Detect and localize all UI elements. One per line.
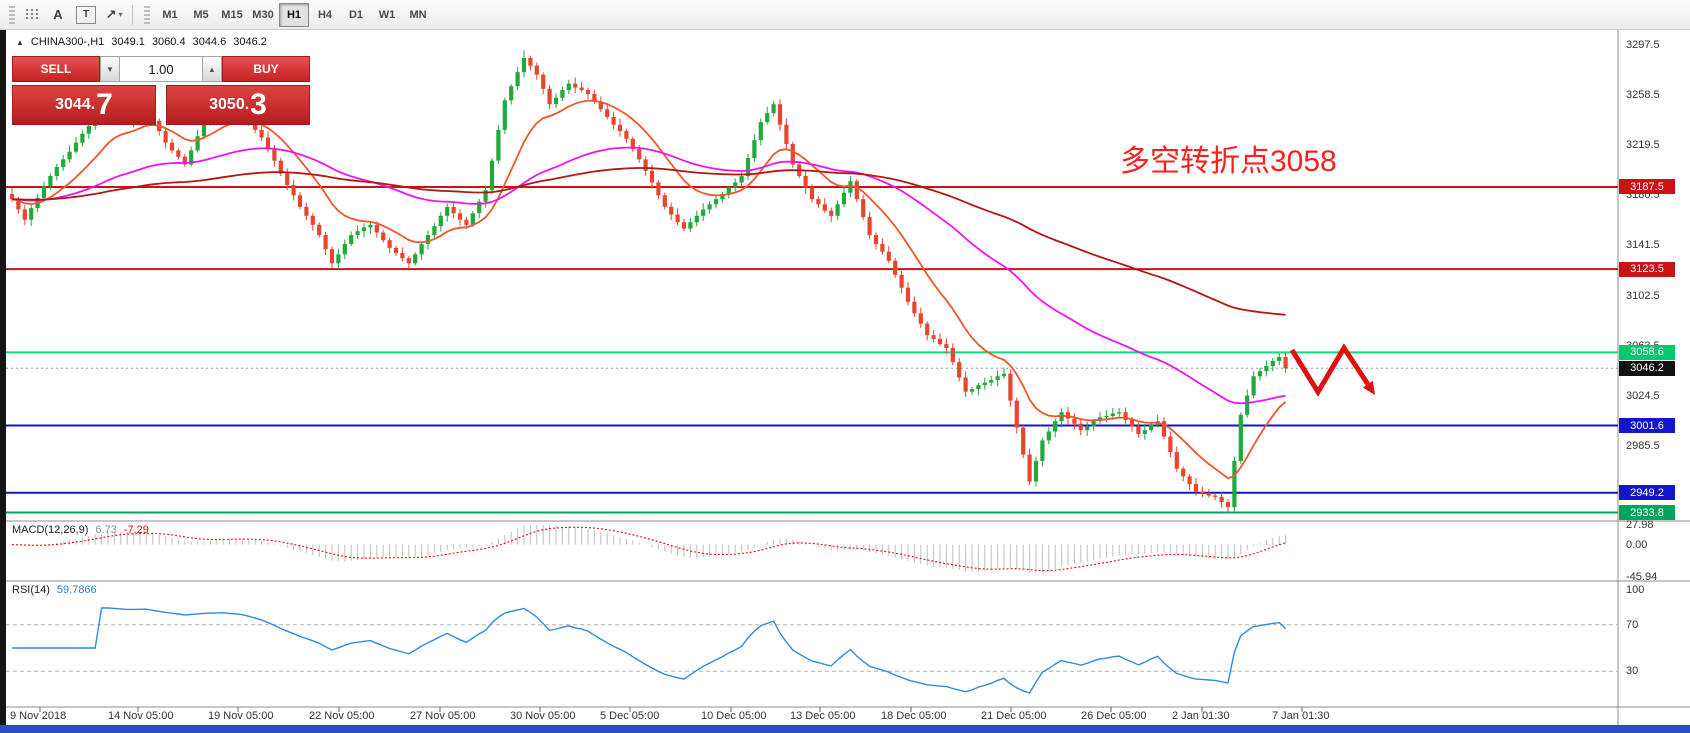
ohlc-high: 3060.4	[151, 36, 186, 48]
macd-indicator-label: MACD(12,26,9) 6.73 -7.29	[12, 524, 149, 536]
rsi-value: 59.7866	[56, 584, 97, 596]
drawing-tools-group: A T ↗ ▾	[20, 3, 126, 27]
text-annotation-tool-icon[interactable]: A	[53, 7, 63, 22]
time-axis-label: 19 Nov 05:00	[208, 710, 274, 722]
toolbar-separator	[132, 4, 133, 25]
time-axis-label: 9 Nov 2018	[10, 710, 67, 722]
symbol-ohlc-info: ▲ CHINA300-,H1 3049.1 3060.4 3044.6 3046…	[16, 36, 267, 48]
price-badge-2949.2[interactable]: 2949.2	[1619, 485, 1675, 501]
timeframe-button-H1[interactable]: H1	[279, 2, 309, 27]
price-tick-label: 3219.5	[1626, 139, 1660, 152]
bid-price-big-digit: 7	[96, 88, 113, 121]
price-badge-3187.5[interactable]: 3187.5	[1619, 179, 1675, 195]
toolbar-grip-handle[interactable]	[144, 5, 150, 24]
macd-axis-label: -45.94	[1626, 571, 1658, 583]
timeframe-button-D1[interactable]: D1	[348, 8, 364, 21]
bid-price-display[interactable]: 3044. 7	[12, 85, 156, 125]
dropdown-caret-icon: ▾	[118, 10, 123, 19]
time-axis-ticks	[39, 707, 1303, 712]
dots-grid-glyph	[25, 8, 38, 20]
ask-price-main: 3050.	[209, 96, 250, 113]
time-axis-label: 5 Dec 05:00	[600, 710, 660, 722]
price-badge-3001.6[interactable]: 3001.6	[1619, 418, 1675, 434]
timeframe-button-M5[interactable]: M5	[193, 8, 209, 21]
trend-arrow-drawing[interactable]	[1289, 343, 1375, 397]
time-axis-label: 13 Dec 05:00	[790, 710, 856, 722]
rsi-axis-label: 30	[1626, 665, 1639, 678]
price-tick-label: 3102.5	[1626, 289, 1660, 302]
price-axis-column[interactable]: 3297.53258.53219.53180.53141.53102.53063…	[1618, 30, 1690, 725]
symbol-name: CHINA300-,H1	[30, 36, 105, 48]
timeframe-button-M1[interactable]: M1	[162, 8, 178, 21]
rsi-indicator-label: RSI(14) 59.7866	[12, 584, 97, 596]
price-tick-label: 2985.5	[1626, 439, 1660, 452]
time-axis-label: 21 Dec 05:00	[981, 710, 1047, 722]
macd-value-2: -7.29	[123, 524, 149, 536]
price-badge-3046.2[interactable]: 3046.2	[1619, 360, 1675, 376]
macd-value-1: 6.73	[95, 524, 117, 536]
time-axis-label: 26 Dec 05:00	[1081, 710, 1147, 722]
time-axis-label: 2 Jan 01:30	[1172, 710, 1230, 722]
timeframe-button-M30[interactable]: M30	[252, 8, 274, 21]
rsi-axis-label: 70	[1626, 618, 1639, 631]
text-label-tool-icon[interactable]: T	[76, 5, 96, 24]
macd-axis-label: 27.98	[1626, 519, 1654, 531]
timeframe-button-W1[interactable]: W1	[378, 8, 396, 21]
macd-axis-label: 0.00	[1626, 538, 1648, 551]
price-badge-3058.6[interactable]: 3058.6	[1619, 344, 1675, 360]
rsi-axis-label: 100	[1626, 584, 1645, 596]
one-click-trading-panel: SELL ▼ 1.00 ▲ BUY 3044. 7 3050. 3	[12, 56, 310, 125]
ohlc-low: 3044.6	[192, 36, 227, 48]
time-axis-label: 30 Nov 05:00	[510, 710, 576, 722]
arrow-shapes-tool-icon[interactable]: ↗ ▾	[105, 6, 123, 22]
ohlc-open: 3049.1	[111, 36, 145, 48]
ask-price-big-digit: 3	[250, 88, 267, 121]
timeframe-buttons-group: M1 M5 M15 M30 H1 H4 D1 W1 MN	[155, 2, 433, 27]
sell-button[interactable]: SELL	[12, 56, 100, 82]
price-tick-label: 3297.5	[1626, 39, 1660, 52]
time-axis-label: 7 Jan 01:30	[1272, 710, 1330, 722]
ma-line-144	[11, 167, 1286, 316]
grid-pattern-tool-icon[interactable]	[20, 3, 44, 27]
time-axis-row[interactable]: 9 Nov 2018 14 Nov 05:00 19 Nov 05:00 22 Nov…	[0, 707, 1690, 725]
time-axis-label: 18 Dec 05:00	[881, 710, 947, 722]
timeframe-button-MN[interactable]: MN	[409, 8, 427, 21]
time-axis-label: 14 Nov 05:00	[108, 710, 174, 722]
price-tick-label: 3024.5	[1626, 389, 1660, 402]
toolbar-grip-handle[interactable]	[9, 5, 15, 24]
time-axis-label: 10 Dec 05:00	[701, 710, 767, 722]
timeframe-button-M15[interactable]: M15	[221, 8, 243, 21]
price-badge-3123.5[interactable]: 3123.5	[1619, 261, 1675, 277]
macd-histogram	[17, 525, 1287, 573]
ma-line-13	[11, 99, 1287, 480]
level-lines	[6, 185, 1618, 514]
volume-decrease-button[interactable]: ▼	[100, 56, 120, 82]
volume-input[interactable]: 1.00	[120, 56, 202, 82]
time-axis-label: 22 Nov 05:00	[309, 710, 375, 722]
chart-left-border	[0, 30, 6, 725]
volume-increase-button[interactable]: ▲	[202, 56, 222, 82]
price-tick-label: 3258.5	[1626, 89, 1660, 102]
timeframe-button-H4[interactable]: H4	[317, 8, 333, 21]
rsi-line	[12, 607, 1287, 694]
bid-price-main: 3044.	[55, 96, 96, 113]
status-bar	[0, 725, 1690, 733]
ma-line-55	[11, 146, 1286, 405]
trade-panel-collapse-button[interactable]: ▲	[16, 37, 24, 47]
top-toolbar: A T ↗ ▾ M1 M5 M15 M30 H1 H4 D1 W1 MN	[0, 0, 1690, 30]
candlestick-series	[9, 50, 1288, 513]
ask-price-display[interactable]: 3050. 3	[166, 85, 310, 125]
price-badge-2933.8[interactable]: 2933.8	[1619, 505, 1675, 521]
buy-button[interactable]: BUY	[222, 56, 310, 82]
price-tick-label: 3141.5	[1626, 239, 1660, 252]
rsi-name: RSI(14)	[12, 584, 50, 596]
time-axis-label: 27 Nov 05:00	[410, 710, 476, 722]
ohlc-close: 3046.2	[233, 36, 267, 48]
macd-signal-line	[11, 526, 1286, 572]
chart-text-annotation[interactable]: 多空转折点3058	[1120, 145, 1337, 178]
macd-name: MACD(12,26,9)	[12, 524, 89, 536]
